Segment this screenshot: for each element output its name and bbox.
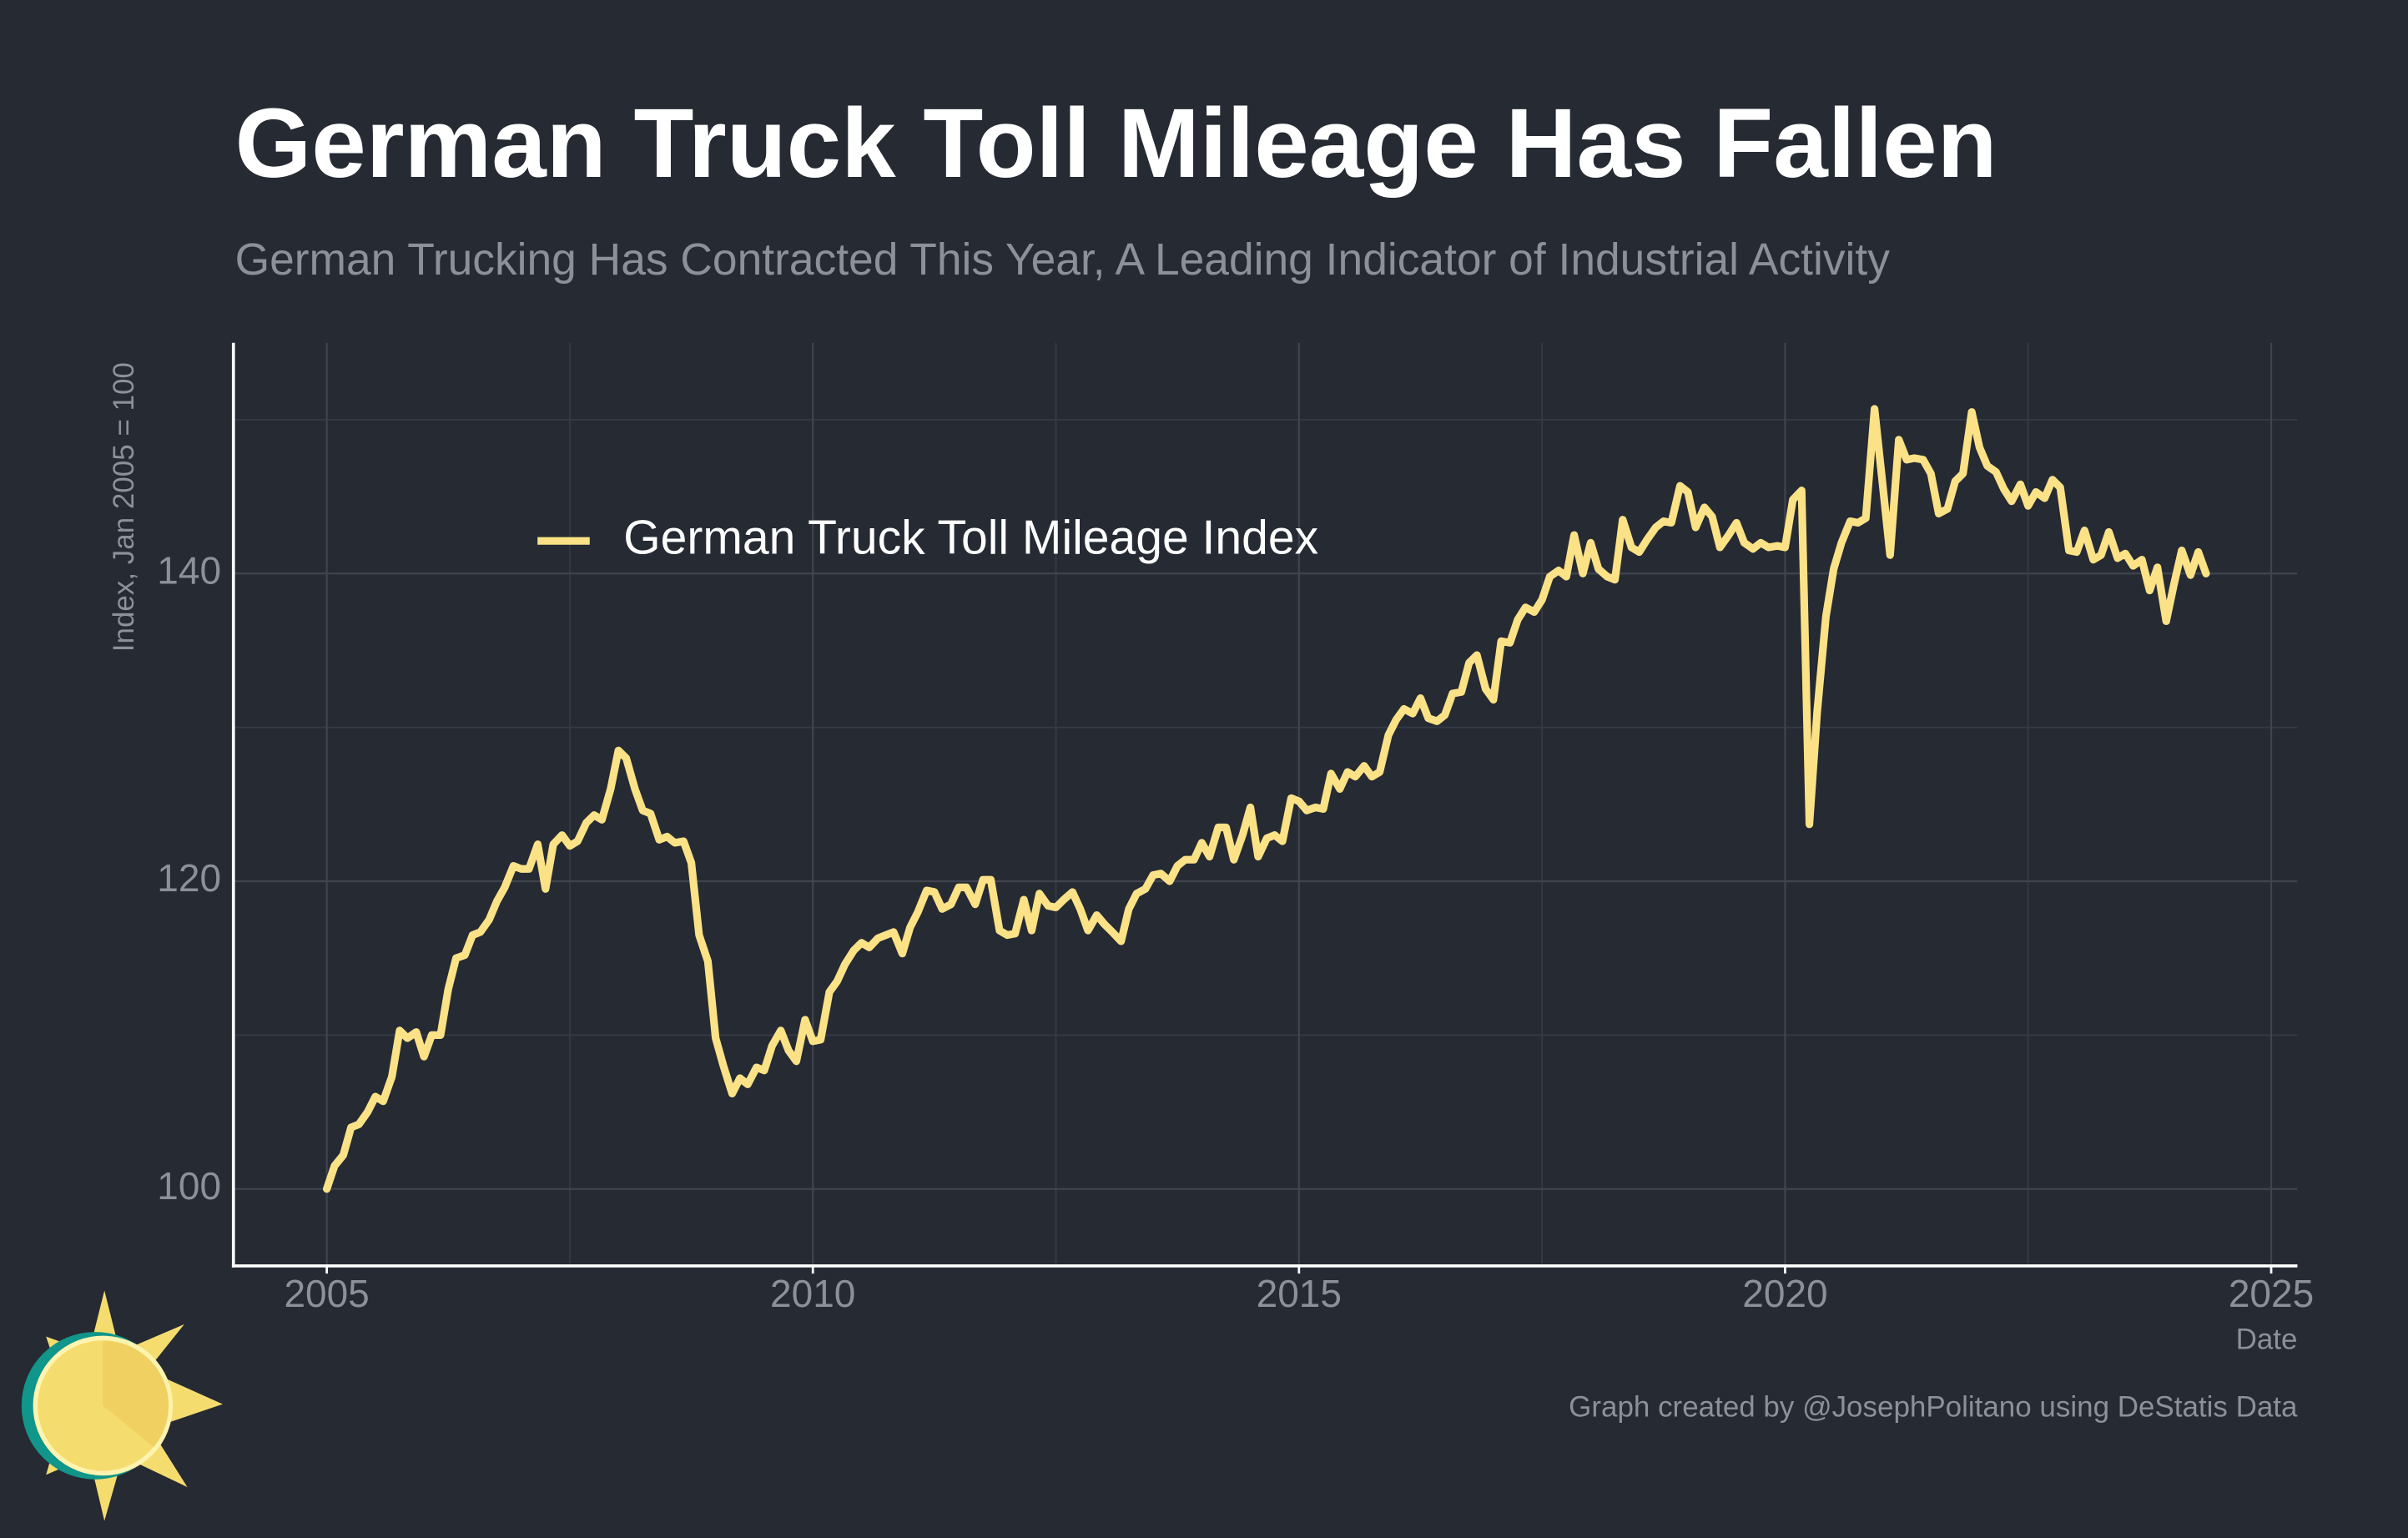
plot-area: 100 120 140 2005 2010 2015 2020 2025 German Truc… xyxy=(157,342,2314,1315)
legend-label: German Truck Toll Mileage Index xyxy=(623,511,1318,564)
y-axis-label: Index, Jan 2005 = 100 xyxy=(108,362,140,652)
x-tick-label: 2010 xyxy=(770,1272,855,1315)
logo xyxy=(21,1290,223,1521)
x-axis-label: Date xyxy=(2236,1323,2298,1355)
y-tick-label: 140 xyxy=(157,548,221,592)
x-tick-label: 2020 xyxy=(1742,1272,1827,1315)
x-tick-label: 2005 xyxy=(284,1272,369,1315)
chart-subtitle: German Trucking Has Contracted This Year… xyxy=(235,235,1891,285)
chart-title: German Truck Toll Mileage Has Fallen xyxy=(235,88,1997,198)
caption: Graph created by @JosephPolitano using D… xyxy=(1569,1390,2298,1423)
y-tick-label: 100 xyxy=(157,1164,221,1208)
y-tick-label: 120 xyxy=(157,856,221,900)
x-tick-label: 2015 xyxy=(1257,1272,1342,1315)
x-tick-label: 2025 xyxy=(2229,1272,2314,1315)
data-line xyxy=(323,405,2210,1193)
